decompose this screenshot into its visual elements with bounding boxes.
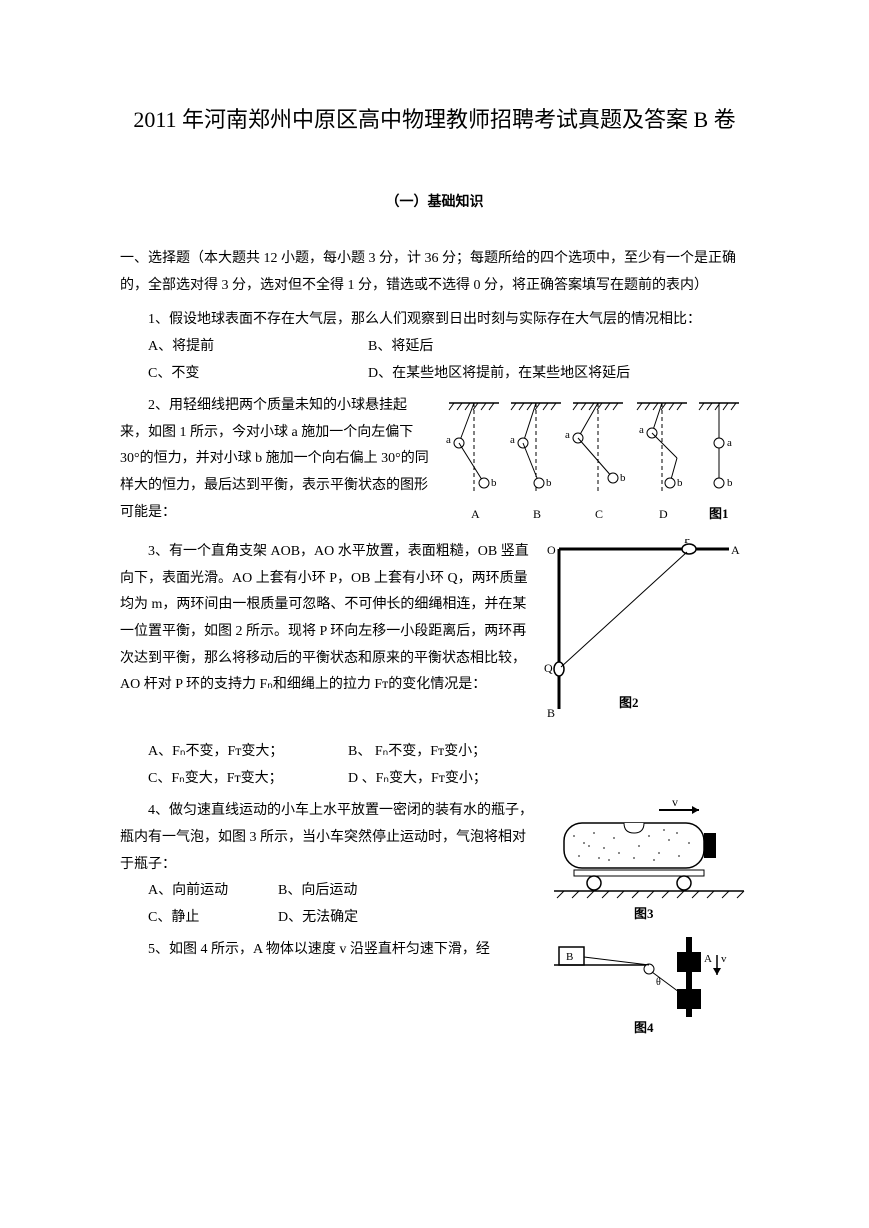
question-5: 5、如图 4 所示，A 物体以速度 v 沿竖直杆匀速下滑，经 B θ A <box>120 937 749 1037</box>
svg-text:A: A <box>731 543 740 557</box>
svg-text:b: b <box>491 477 497 489</box>
svg-text:B: B <box>547 706 555 720</box>
q1-text: 1、假设地球表面不存在大气层，那么人们观察到日出时刻与实际存在大气层的情况相比： <box>120 307 749 334</box>
svg-text:b: b <box>546 477 552 489</box>
q4-opt-c: C、静止 <box>120 905 250 932</box>
svg-text:C: C <box>595 507 603 521</box>
q4-opt-b: B、向后运动 <box>250 878 357 905</box>
q5-text: 5、如图 4 所示，A 物体以速度 v 沿竖直杆匀速下滑，经 <box>120 937 539 964</box>
q4-opt-d: D、无法确定 <box>250 905 358 932</box>
svg-text:图3: 图3 <box>634 906 654 921</box>
q3-text: 3、有一个直角支架 AOB，AO 水平放置，表面粗糙，OB 竖直向下，表面光滑。… <box>120 539 529 699</box>
svg-text:v: v <box>672 798 678 809</box>
q1-opt-a: A、将提前 <box>120 334 340 361</box>
svg-text:b: b <box>727 477 733 489</box>
q2-text: 2、用轻细线把两个质量未知的小球悬挂起来，如图 1 所示，今对小球 a 施加一个… <box>120 393 429 526</box>
svg-text:图1: 图1 <box>709 506 729 521</box>
svg-text:B: B <box>533 507 541 521</box>
svg-text:P: P <box>684 539 691 546</box>
page-title: 2011 年河南郑州中原区高中物理教师招聘考试真题及答案 B 卷 <box>120 100 749 140</box>
svg-text:a: a <box>727 437 732 449</box>
question-2: 2、用轻细线把两个质量未知的小球悬挂起来，如图 1 所示，今对小球 a 施加一个… <box>120 393 749 533</box>
svg-text:A: A <box>471 507 480 521</box>
svg-text:a: a <box>510 434 515 446</box>
svg-text:a: a <box>639 424 644 436</box>
svg-text:θ: θ <box>656 977 661 988</box>
svg-text:Q: Q <box>544 661 553 675</box>
svg-text:D: D <box>659 507 668 521</box>
svg-text:v: v <box>721 953 727 965</box>
svg-text:b: b <box>620 472 626 484</box>
svg-text:a: a <box>446 434 451 446</box>
svg-text:b: b <box>677 477 683 489</box>
svg-text:图4: 图4 <box>634 1020 654 1035</box>
q1-opt-b: B、将延后 <box>340 334 433 361</box>
question-1: 1、假设地球表面不存在大气层，那么人们观察到日出时刻与实际存在大气层的情况相比：… <box>120 307 749 387</box>
question-3: 3、有一个直角支架 AOB，AO 水平放置，表面粗糙，OB 竖直向下，表面光滑。… <box>120 539 749 792</box>
svg-text:A: A <box>704 953 712 965</box>
figure-1: a b A a b B <box>439 393 749 533</box>
q1-opt-d: D、在某些地区将提前，在某些地区将延后 <box>340 361 630 388</box>
q3-opt-c: C、Fₙ变大，Fᴛ变大； <box>120 766 320 793</box>
svg-text:图2: 图2 <box>619 695 639 710</box>
q3-opt-d: D 、Fₙ变大，Fᴛ变小； <box>320 766 487 793</box>
q3-opt-b: B、 Fₙ不变，Fᴛ变小； <box>320 739 486 766</box>
figure-4: B θ A v 图4 <box>549 937 749 1037</box>
q3-opt-a: A、Fₙ不变，Fᴛ变大； <box>120 739 320 766</box>
q1-opt-c: C、不变 <box>120 361 340 388</box>
figure-2: O A B P Q 图2 <box>539 539 749 739</box>
svg-text:B: B <box>566 951 573 963</box>
svg-text:O: O <box>547 543 556 557</box>
intro-text: 一、选择题（本大题共 12 小题，每小题 3 分，计 36 分；每题所给的四个选… <box>120 246 749 299</box>
figure-3: v 图3 <box>549 798 749 931</box>
svg-text:a: a <box>565 429 570 441</box>
question-4: 4、做匀速直线运动的小车上水平放置一密闭的装有水的瓶子，瓶内有一气泡，如图 3 … <box>120 798 749 931</box>
q4-opt-a: A、向前运动 <box>120 878 250 905</box>
section-header: （一）基础知识 <box>120 190 749 217</box>
q4-text: 4、做匀速直线运动的小车上水平放置一密闭的装有水的瓶子，瓶内有一气泡，如图 3 … <box>120 798 539 878</box>
